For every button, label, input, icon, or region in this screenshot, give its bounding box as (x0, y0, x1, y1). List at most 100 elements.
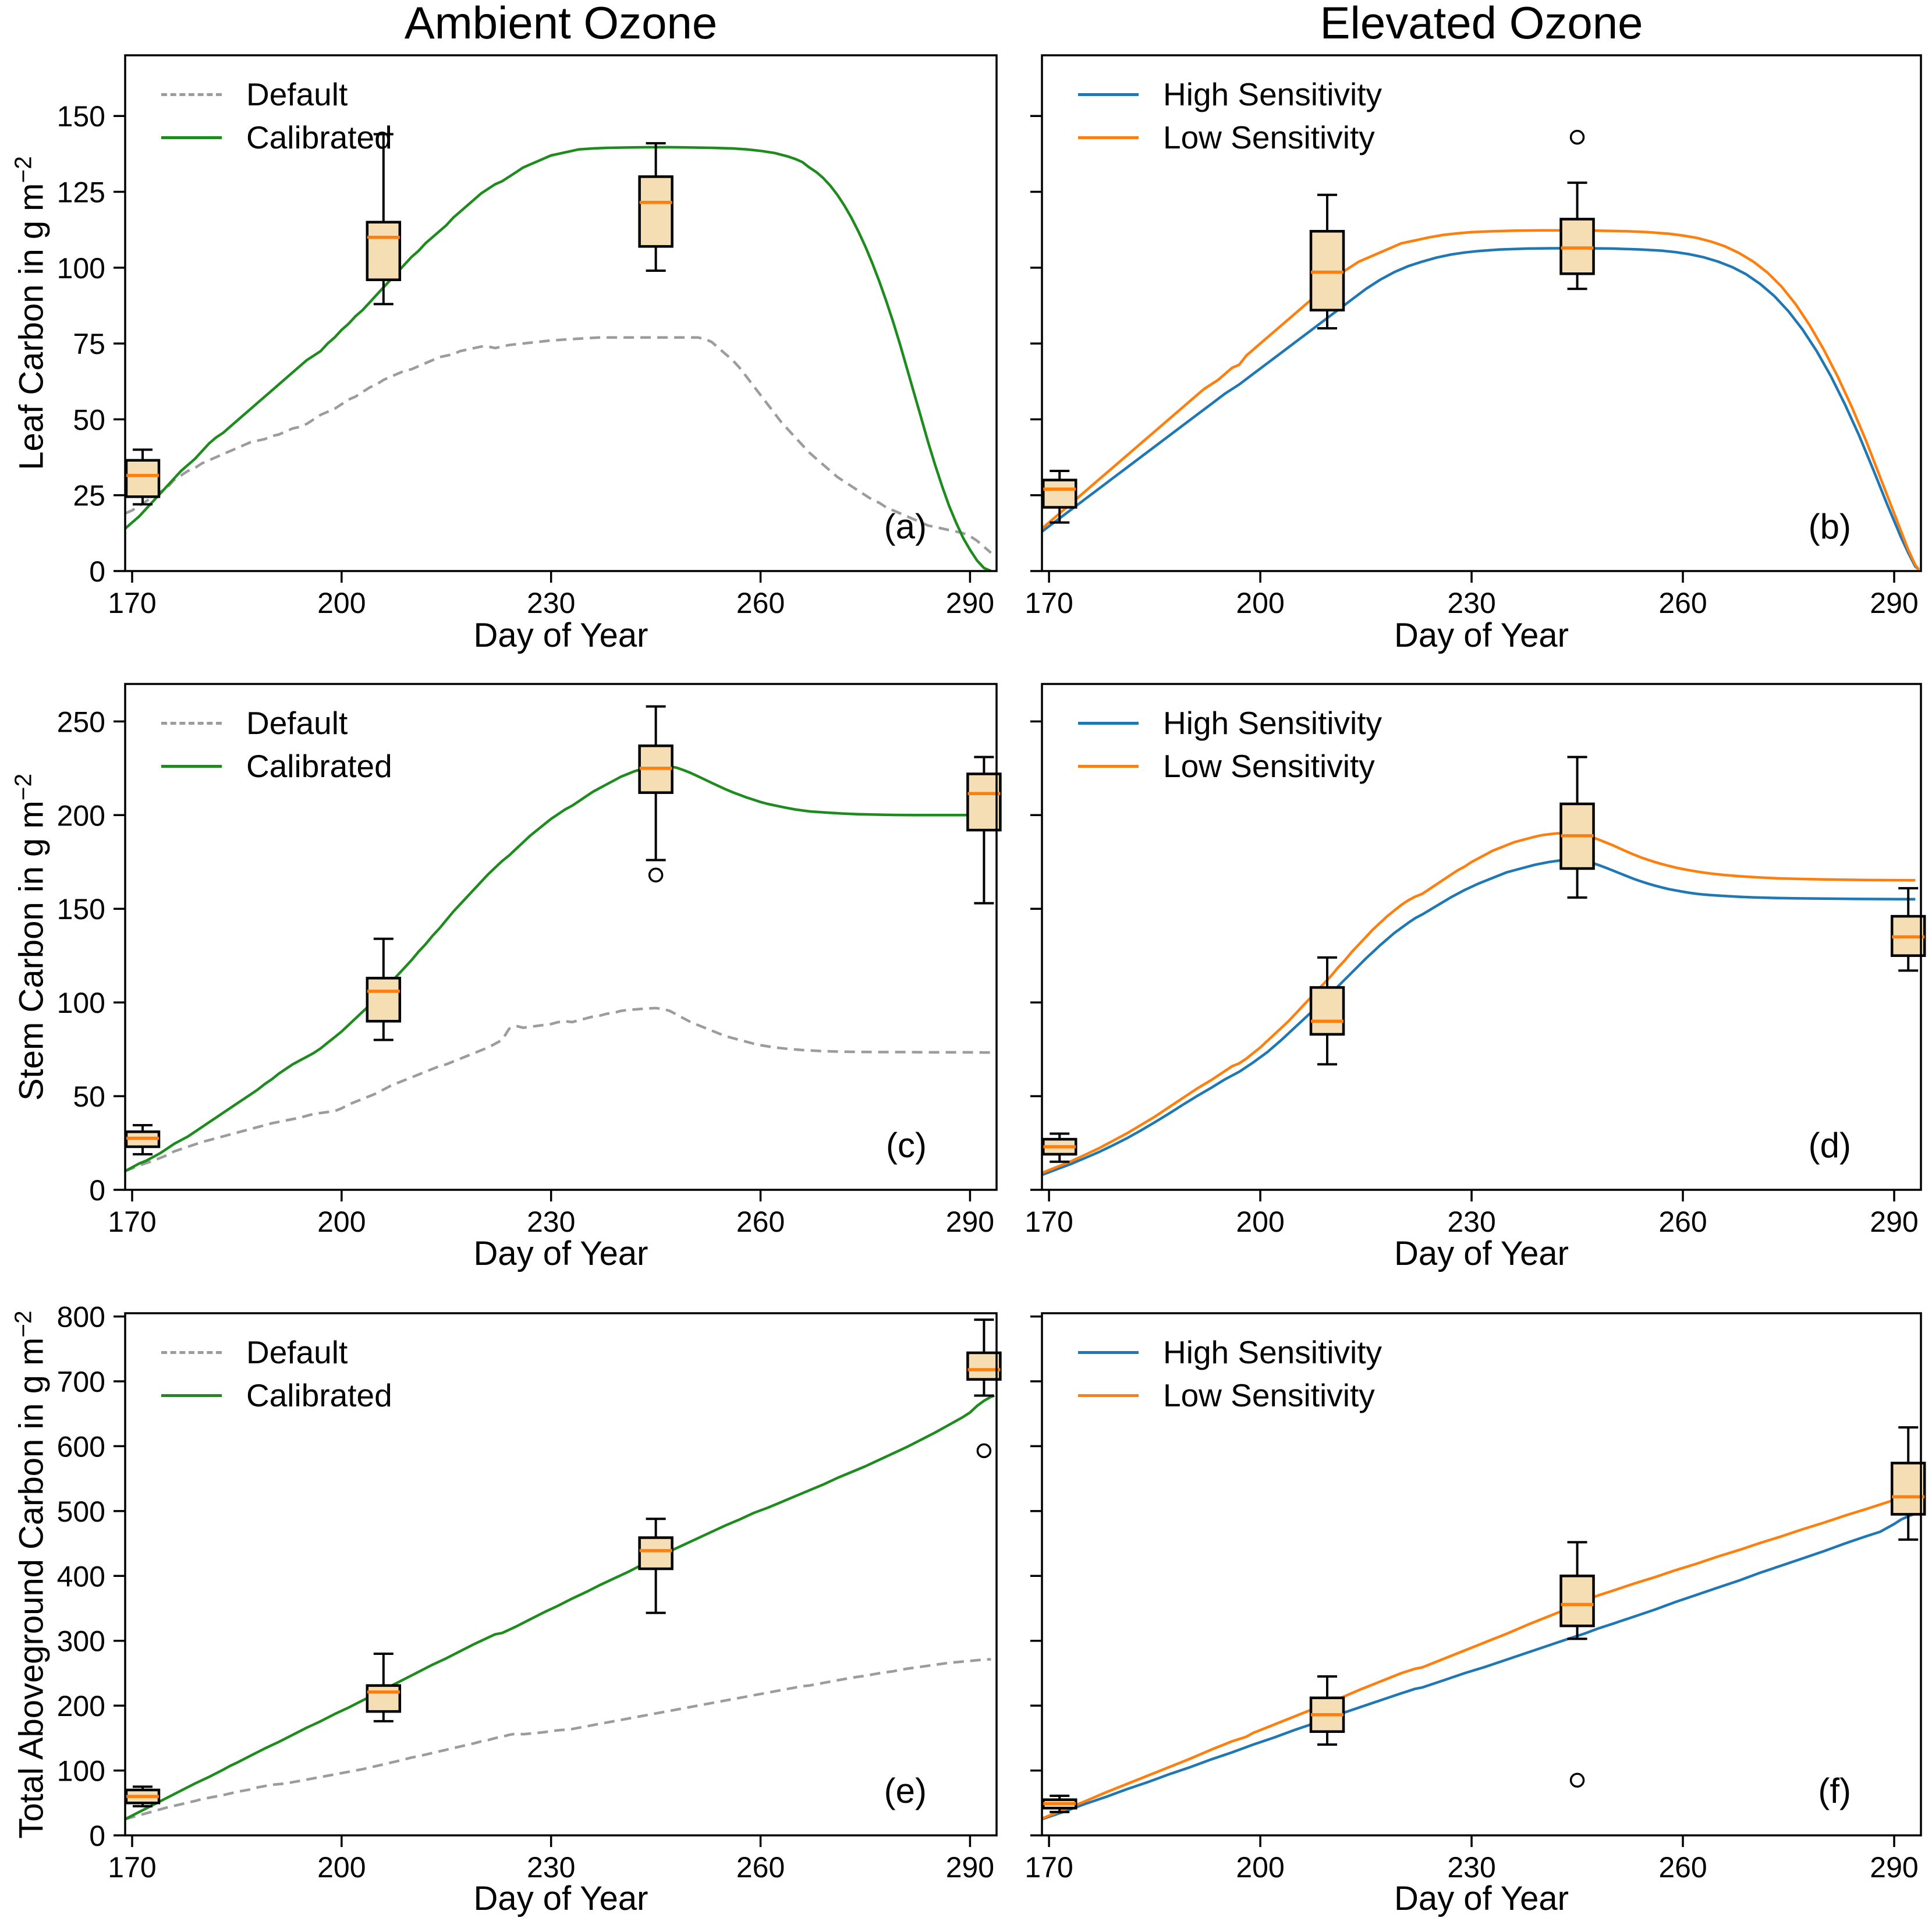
svg-text:260: 260 (1658, 1851, 1707, 1884)
svg-text:700: 700 (57, 1366, 105, 1398)
legend-item: Default (161, 73, 392, 116)
y-axis-label-text: Total Aboveground Carbon in g m (12, 1337, 51, 1839)
legend-label: High Sensitivity (1163, 76, 1382, 112)
legend-item: Default (161, 701, 392, 745)
svg-text:200: 200 (1236, 1851, 1284, 1884)
legend-label: High Sensitivity (1163, 705, 1382, 741)
legend-item: High Sensitivity (1078, 701, 1382, 745)
x-axis-label: Day of Year (473, 1880, 648, 1917)
legend-line-low-sensitivity (1078, 136, 1139, 139)
legend-label: Calibrated (246, 1377, 392, 1413)
svg-text:170: 170 (1025, 1206, 1073, 1238)
svg-text:170: 170 (108, 587, 156, 619)
legend-c: Default Calibrated (161, 701, 392, 788)
svg-text:230: 230 (527, 1206, 575, 1238)
svg-text:290: 290 (1870, 1851, 1918, 1884)
svg-text:200: 200 (317, 1851, 366, 1884)
legend-item: Calibrated (161, 1374, 392, 1417)
panel-letter-e: (e) (884, 1771, 927, 1810)
svg-text:200: 200 (1236, 587, 1284, 619)
legend-line-high-sensitivity (1078, 1350, 1139, 1354)
svg-text:260: 260 (736, 587, 785, 619)
y-axis-label-sup: −2 (9, 1310, 37, 1338)
legend-item: Low Sensitivity (1078, 745, 1382, 788)
svg-text:300: 300 (57, 1625, 105, 1658)
svg-text:600: 600 (57, 1430, 105, 1463)
legend-line-calibrated (161, 764, 222, 768)
svg-text:260: 260 (736, 1851, 785, 1884)
legend-label: Default (246, 76, 348, 112)
plot-area-c: 170 200 230 260 290 0 50 100 150 200 250 (57, 683, 1002, 1238)
svg-text:400: 400 (57, 1560, 105, 1593)
svg-text:50: 50 (73, 1080, 105, 1113)
x-axis-label: Day of Year (1394, 616, 1569, 654)
legend-line-default (161, 93, 222, 96)
legend-f: High Sensitivity Low Sensitivity (1078, 1331, 1382, 1417)
legend-d: High Sensitivity Low Sensitivity (1078, 701, 1382, 788)
y-axis-label-sup: −2 (9, 156, 37, 183)
legend-label: Calibrated (246, 119, 392, 155)
svg-text:290: 290 (946, 1206, 994, 1238)
legend-line-high-sensitivity (1078, 721, 1139, 725)
svg-text:100: 100 (57, 987, 105, 1019)
plot-area-e: 170 200 230 260 290 0 100 200 300 400 500 600 700 800 (57, 1301, 1002, 1884)
svg-text:250: 250 (57, 706, 105, 738)
x-axis-label: Day of Year (1394, 1235, 1569, 1272)
plot-area-a: 170 200 230 260 290 0 25 50 75 100 125 150 (57, 54, 998, 619)
legend-item: Calibrated (161, 745, 392, 788)
svg-text:170: 170 (1025, 1851, 1073, 1884)
panel-letter-d: (d) (1808, 1126, 1851, 1165)
svg-text:170: 170 (1025, 587, 1073, 619)
panel-d-stem-elevated: 170 200 230 260 290 High Sensitivity Low Sen… (1025, 683, 1926, 1238)
legend-a: Default Calibrated (161, 73, 392, 159)
panel-a-leaf-ambient: 170 200 230 260 290 0 25 50 75 100 125 150 Default … (57, 54, 998, 619)
legend-item: High Sensitivity (1078, 1331, 1382, 1374)
legend-line-low-sensitivity (1078, 764, 1139, 768)
legend-b: High Sensitivity Low Sensitivity (1078, 73, 1382, 159)
svg-text:150: 150 (57, 893, 105, 926)
svg-text:800: 800 (57, 1301, 105, 1334)
legend-line-default (161, 721, 222, 725)
svg-text:100: 100 (57, 1755, 105, 1788)
panel-c-stem-ambient: 170 200 230 260 290 0 50 100 150 200 250 Default C… (57, 683, 1002, 1238)
panel-letter-b: (b) (1808, 507, 1851, 546)
legend-item: Default (161, 1331, 392, 1374)
x-axis-label: Day of Year (473, 616, 648, 654)
svg-text:290: 290 (946, 1851, 994, 1884)
legend-line-calibrated (161, 1394, 222, 1397)
legend-label: High Sensitivity (1163, 1334, 1382, 1370)
svg-text:150: 150 (57, 100, 105, 133)
svg-text:200: 200 (1236, 1206, 1284, 1238)
legend-label: Default (246, 705, 348, 741)
svg-text:0: 0 (89, 1174, 105, 1207)
legend-label: Low Sensitivity (1163, 748, 1375, 784)
panel-letter-c: (c) (886, 1126, 927, 1165)
svg-text:125: 125 (57, 176, 105, 209)
svg-text:0: 0 (89, 555, 105, 588)
panel-f-total-elevated: 170 200 230 260 290 High Sensitivity Low Sen… (1025, 1312, 1926, 1884)
svg-text:200: 200 (57, 799, 105, 832)
panel-b-leaf-elevated: 170 200 230 260 290 High Sensitivity Low Sen… (1025, 54, 1922, 619)
y-axis-label-text: Leaf Carbon in g m (12, 183, 51, 470)
y-axis-label-sup: −2 (9, 773, 37, 801)
svg-text:0: 0 (89, 1820, 105, 1852)
svg-text:230: 230 (527, 1851, 575, 1884)
svg-text:25: 25 (73, 480, 105, 512)
legend-line-calibrated (161, 136, 222, 139)
legend-line-high-sensitivity (1078, 93, 1139, 96)
legend-item: Low Sensitivity (1078, 1374, 1382, 1417)
svg-text:50: 50 (73, 403, 105, 436)
legend-item: Calibrated (161, 116, 392, 159)
plot-area-d: 170 200 230 260 290 (1025, 683, 1926, 1238)
svg-text:260: 260 (1658, 1206, 1707, 1238)
legend-label: Low Sensitivity (1163, 119, 1375, 155)
svg-text:200: 200 (317, 587, 366, 619)
legend-item: Low Sensitivity (1078, 116, 1382, 159)
y-axis-label-total-carbon: Total Aboveground Carbon in g m−2 (9, 1310, 51, 1838)
svg-text:230: 230 (1447, 1206, 1495, 1238)
legend-label: Calibrated (246, 748, 392, 784)
svg-text:170: 170 (108, 1851, 156, 1884)
svg-text:75: 75 (73, 328, 105, 360)
x-axis-label: Day of Year (1394, 1880, 1569, 1917)
